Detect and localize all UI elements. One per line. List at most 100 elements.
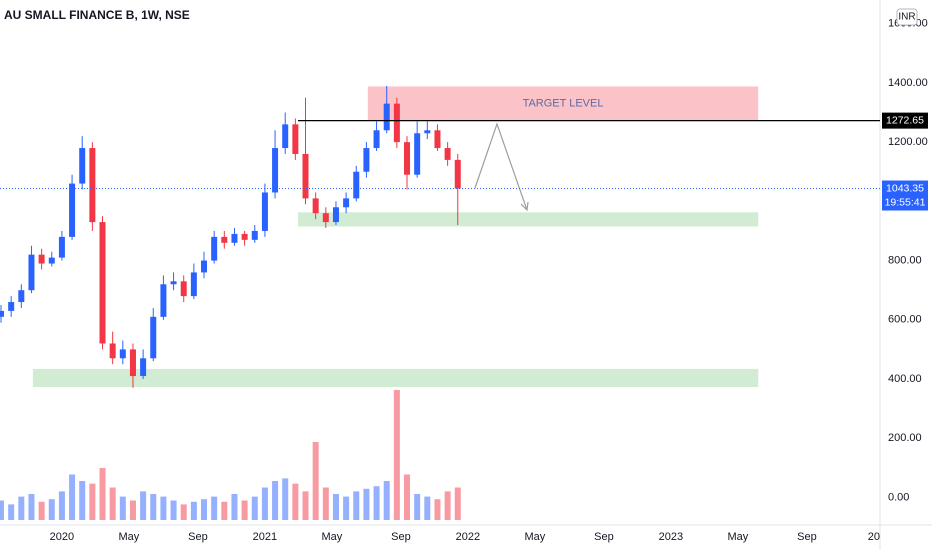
x-tick-label: May (728, 531, 749, 543)
volume-bar (363, 488, 370, 520)
volume-bar (282, 478, 289, 520)
volume-bar (322, 487, 329, 520)
candle-body (99, 222, 106, 344)
candle-body (363, 148, 370, 172)
candle-body (454, 159, 461, 189)
candle-body (180, 281, 187, 297)
last-price-label: 1043.35 (886, 182, 924, 194)
volume-bar (190, 501, 197, 520)
candle-body (424, 130, 431, 134)
volume-bar (79, 481, 86, 520)
x-tick-label: Sep (391, 531, 411, 543)
volume-bar (373, 486, 380, 520)
volume-bar (150, 494, 157, 520)
x-tick-label: 2020 (50, 531, 74, 543)
candle-body (231, 233, 238, 243)
y-tick-label: 1400.00 (888, 77, 928, 89)
volume-bar (69, 474, 76, 520)
candle-body (251, 230, 258, 240)
volume-bar (343, 496, 350, 520)
candle-body (48, 257, 55, 264)
volume-bar (292, 483, 299, 520)
volume-bar (58, 491, 65, 520)
zone (298, 212, 759, 227)
y-tick-label: 200.00 (888, 432, 922, 444)
arrow (474, 122, 528, 211)
volume-bar (99, 468, 106, 520)
candle-body (170, 281, 177, 285)
candle-body (109, 343, 116, 359)
volume-bar (353, 491, 360, 520)
volume-bar (434, 499, 441, 520)
candle-body (8, 302, 15, 311)
candle-body (272, 148, 279, 193)
volume-bar (201, 499, 208, 520)
volume-bar (231, 494, 238, 520)
candle-body (201, 260, 208, 273)
volume-bar (28, 494, 35, 520)
volume-bar (404, 474, 411, 520)
candle-body (332, 207, 339, 223)
candle-body (282, 124, 289, 149)
candle-body (261, 192, 268, 231)
x-tick-label: 2022 (456, 531, 480, 543)
volume-bar (444, 491, 451, 520)
candle-body (393, 103, 400, 143)
zone (32, 368, 759, 388)
volume-bar (160, 496, 167, 520)
currency: INR (898, 12, 915, 23)
candle-body (150, 316, 157, 359)
volume-bar (38, 501, 45, 520)
candle-body (160, 284, 167, 317)
volume-bar (393, 390, 400, 520)
volume-bar (312, 442, 319, 520)
candle-body (353, 171, 360, 199)
chart-title: AU SMALL FINANCE B, 1W, NSE (4, 8, 190, 22)
volume-bar (129, 500, 136, 520)
candle-body (373, 130, 380, 149)
volume-bar (140, 491, 147, 520)
volume-bar (119, 496, 126, 520)
volume-bar (272, 481, 279, 520)
y-tick-label: 400.00 (888, 373, 922, 385)
volume-bar (414, 494, 421, 520)
volume-bar (0, 500, 5, 520)
x-tick-label: May (119, 531, 140, 543)
level-label: 1272.65 (886, 114, 924, 126)
x-tick-label: Sep (797, 531, 817, 543)
volume-bar (383, 481, 390, 520)
volume-bar (109, 487, 116, 520)
candle-body (119, 349, 126, 359)
candle-body (221, 236, 228, 243)
candle-body (129, 349, 136, 377)
volume-bar (89, 483, 96, 520)
currency-box (896, 8, 918, 26)
candle-body (241, 233, 248, 240)
x-tick-label: Sep (594, 531, 614, 543)
zone-label: TARGET LEVEL (523, 97, 604, 109)
volume-bar (180, 504, 187, 520)
candle-body (69, 183, 76, 237)
y-tick-label: 800.00 (888, 254, 922, 266)
x-tick-label: May (322, 531, 343, 543)
candle-body (140, 358, 147, 377)
candle-body (28, 254, 35, 291)
volume-bar (48, 499, 55, 520)
candle-body (190, 272, 197, 297)
arrow-head (520, 201, 529, 212)
y-tick-label: 0.00 (888, 491, 909, 503)
y-tick-label: 600.00 (888, 314, 922, 326)
volume-bar (170, 500, 177, 520)
volume-bar (18, 496, 25, 520)
candle-body (38, 254, 45, 264)
zone (367, 86, 759, 121)
candle-body (414, 133, 421, 175)
x-tick-label: May (525, 531, 546, 543)
volume-bar (221, 501, 228, 520)
candle-body (434, 130, 441, 149)
volume-bar (241, 500, 248, 520)
candle-body (0, 310, 5, 317)
x-tick-label: 2021 (253, 531, 277, 543)
candle-body (322, 213, 329, 223)
